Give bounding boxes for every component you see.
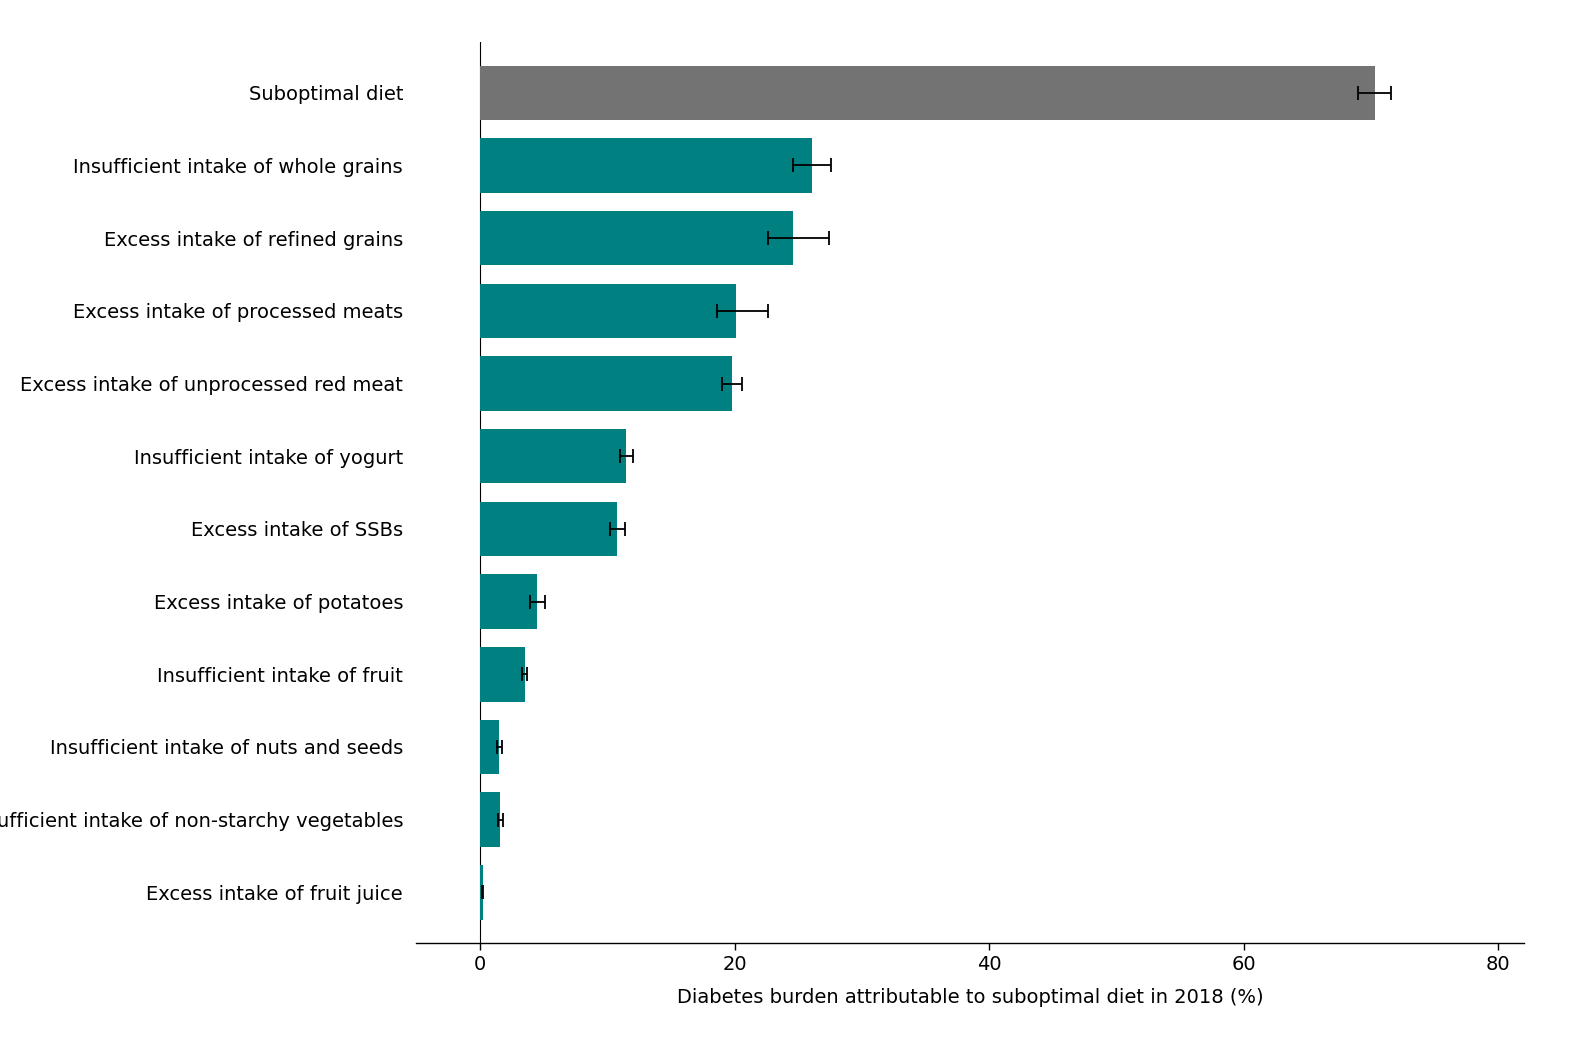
Bar	[481, 356, 732, 411]
X-axis label: Diabetes burden attributable to suboptimal diet in 2018 (%): Diabetes burden attributable to suboptim…	[677, 988, 1263, 1007]
Bar	[481, 647, 525, 701]
Bar	[481, 284, 735, 339]
Bar	[481, 211, 793, 265]
Bar	[481, 865, 482, 919]
Bar	[481, 720, 500, 774]
Bar	[481, 429, 627, 483]
Bar	[481, 138, 812, 193]
Bar	[481, 502, 617, 556]
Bar	[481, 66, 1375, 121]
Bar	[481, 792, 500, 847]
Bar	[481, 574, 537, 629]
